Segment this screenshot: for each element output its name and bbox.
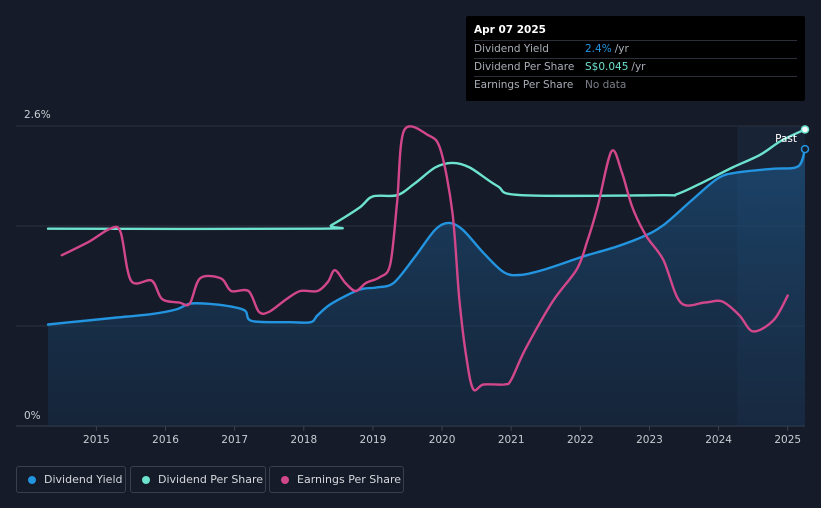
x-tick-label: 2019 <box>360 434 387 446</box>
legend-label: Dividend Per Share <box>158 473 264 486</box>
legend-item-dividend-yield[interactable]: Dividend Yield <box>16 466 126 493</box>
legend-dot-icon <box>281 476 289 484</box>
dividend-per-share-line <box>46 128 807 231</box>
dividend-yield-area <box>48 149 805 426</box>
legend-item-dividend-per-share[interactable]: Dividend Per Share <box>130 466 266 493</box>
legend-dot-icon <box>142 476 150 484</box>
tooltip-value-number: 2.4% <box>585 43 612 55</box>
tooltip-row-earnings-per-share: Earnings Per Share No data <box>474 76 797 94</box>
x-tick-label: 2021 <box>498 434 525 446</box>
y-axis-bottom-label: 0% <box>24 410 41 422</box>
dividend-yield-line <box>46 147 807 326</box>
past-label: Past <box>775 133 797 145</box>
x-tick-label: 2025 <box>774 434 801 446</box>
legend-item-earnings-per-share[interactable]: Earnings Per Share <box>269 466 404 493</box>
x-tick-label: 2016 <box>152 434 179 446</box>
legend-dot-icon <box>28 476 36 484</box>
x-tick-label: 2024 <box>705 434 732 446</box>
x-tick-label: 2020 <box>429 434 456 446</box>
x-tick-label: 2018 <box>290 434 317 446</box>
tooltip-row-dividend-per-share: Dividend Per Share S$0.045/yr <box>474 58 797 76</box>
tooltip-value: S$0.045/yr <box>585 61 645 73</box>
x-tick-label: 2015 <box>83 434 110 446</box>
x-tick-label: 2022 <box>567 434 594 446</box>
tooltip-panel: Apr 07 2025 Dividend Yield 2.4%/yr Divid… <box>466 16 805 101</box>
tooltip-value: 2.4%/yr <box>585 43 629 55</box>
x-tick-label: 2023 <box>636 434 663 446</box>
tooltip-value-number: No data <box>585 79 627 91</box>
tooltip-value: No data <box>585 79 629 91</box>
tooltip-value-unit: /yr <box>631 61 646 73</box>
y-axis-top-label: 2.6% <box>24 109 51 121</box>
tooltip-label: Dividend Yield <box>474 43 549 55</box>
legend-label: Dividend Yield <box>44 473 123 486</box>
tooltip-row-dividend-yield: Dividend Yield 2.4%/yr <box>474 40 797 58</box>
tooltip-label: Dividend Per Share <box>474 61 575 73</box>
dividend-yield-end-point <box>800 144 810 154</box>
tooltip-date: Apr 07 2025 <box>474 24 546 36</box>
tooltip-value-number: S$0.045 <box>585 61 629 73</box>
dividend-per-share-end-point <box>800 125 810 134</box>
tooltip-value-unit: /yr <box>614 43 629 55</box>
tooltip-label: Earnings Per Share <box>474 79 574 91</box>
legend-label: Earnings Per Share <box>297 473 402 486</box>
x-tick-label: 2017 <box>221 434 248 446</box>
earnings-per-share-line <box>60 125 789 392</box>
